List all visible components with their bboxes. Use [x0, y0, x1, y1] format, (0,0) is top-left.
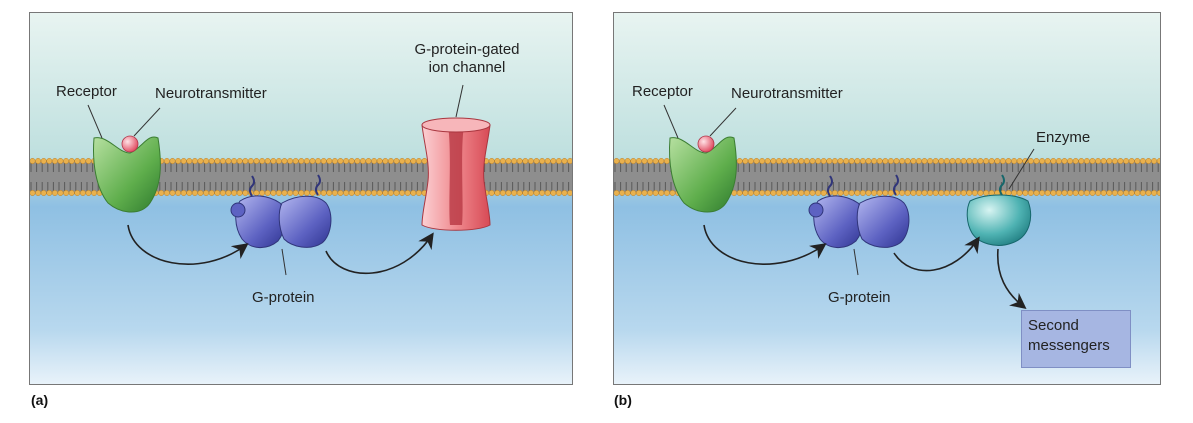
- label-second-line2: messengers: [1028, 337, 1110, 354]
- arrow-gprotein-to-enzyme-b: [893, 236, 980, 272]
- leader-gprotein-b: [853, 248, 859, 276]
- leader-neurotransmitter-a: [133, 107, 161, 137]
- label-neurotransmitter-a: Neurotransmitter: [155, 85, 267, 102]
- arrow-receptor-to-gprotein-b: [703, 224, 827, 265]
- arrow-enzyme-to-second-messengers: [996, 248, 1027, 309]
- panel-b-diagram: [614, 13, 1160, 384]
- leader-channel-a: [455, 84, 464, 118]
- leader-neurotransmitter-b: [709, 107, 737, 137]
- arrow-gprotein-to-channel-a: [325, 232, 434, 275]
- label-ion-channel-a: G-protein-gated ion channel: [402, 41, 532, 77]
- second-messengers-box: Second messengers: [1021, 310, 1131, 368]
- label-gprotein-a: G-protein: [252, 289, 315, 306]
- leader-receptor-a: [87, 104, 103, 139]
- leader-enzyme-b: [1008, 148, 1035, 190]
- neurotransmitter-b: [697, 135, 715, 153]
- g-protein-gated-ion-channel: [421, 117, 491, 231]
- label-ion-channel-line1: G-protein-gated: [414, 41, 520, 58]
- label-receptor-b: Receptor: [632, 83, 693, 100]
- leader-gprotein-a: [281, 248, 287, 276]
- receptor-a: [93, 136, 161, 213]
- label-enzyme-b: Enzyme: [1036, 129, 1091, 146]
- panel-a-ion-channel: Receptor Neurotransmitter G-protein G-pr…: [29, 12, 573, 385]
- label-receptor-a: Receptor: [56, 83, 117, 100]
- panel-letter-b: (b): [614, 392, 632, 408]
- panel-a-diagram: [30, 13, 572, 384]
- label-second-line1: Second: [1028, 317, 1079, 334]
- arrow-receptor-to-gprotein-a: [127, 224, 249, 265]
- label-neurotransmitter-b: Neurotransmitter: [731, 85, 843, 102]
- panel-letter-a: (a): [31, 392, 49, 408]
- leader-receptor-b: [663, 104, 679, 139]
- panel-b-second-messenger: Receptor Neurotransmitter G-protein Enzy…: [613, 12, 1161, 385]
- g-protein-a: [230, 174, 332, 248]
- g-protein-b: [808, 174, 910, 248]
- neurotransmitter-a: [121, 135, 139, 153]
- enzyme-b: [966, 174, 1032, 246]
- label-ion-channel-line2: ion channel: [428, 59, 506, 76]
- receptor-b: [669, 136, 737, 213]
- label-gprotein-b: G-protein: [828, 289, 891, 306]
